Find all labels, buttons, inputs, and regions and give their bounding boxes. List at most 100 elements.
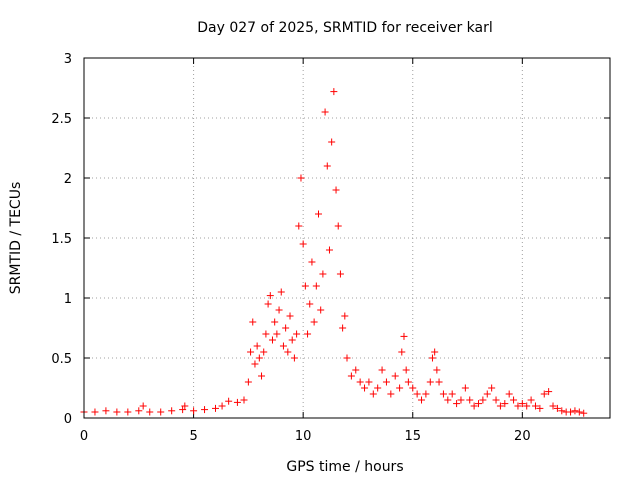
data-point <box>315 210 323 218</box>
data-point <box>404 378 412 386</box>
data-point <box>91 408 99 416</box>
data-point <box>323 162 331 170</box>
data-point <box>378 366 386 374</box>
y-tick-label: 2 <box>64 172 72 187</box>
data-point <box>328 138 336 146</box>
data-point <box>288 336 296 344</box>
data-point <box>433 366 441 374</box>
data-point <box>179 406 187 414</box>
data-point <box>391 372 399 380</box>
y-tick-label: 3 <box>64 52 72 67</box>
x-tick-label: 15 <box>404 429 421 444</box>
data-point <box>284 348 292 356</box>
data-point <box>325 246 333 254</box>
data-point <box>402 366 410 374</box>
data-point <box>317 306 325 314</box>
data-point <box>253 342 261 350</box>
data-point <box>295 222 303 230</box>
data-point <box>255 354 263 362</box>
data-point <box>575 408 583 416</box>
data-point <box>453 400 461 408</box>
data-point <box>304 330 312 338</box>
data-point <box>387 390 395 398</box>
data-point <box>332 186 340 194</box>
data-point <box>321 108 329 116</box>
data-point <box>488 384 496 392</box>
data-point <box>496 402 504 410</box>
data-point <box>268 336 276 344</box>
data-point <box>444 396 452 404</box>
data-point <box>365 378 373 386</box>
data-point <box>157 408 165 416</box>
data-point <box>168 407 176 415</box>
data-point <box>190 407 198 415</box>
data-point <box>374 384 382 392</box>
x-tick-label: 0 <box>80 429 88 444</box>
data-point <box>356 378 364 386</box>
data-point <box>249 318 257 326</box>
grid-lines <box>84 58 610 418</box>
data-point <box>212 404 219 412</box>
data-point <box>439 390 447 398</box>
data-point <box>297 174 305 182</box>
data-point <box>273 330 281 338</box>
data-point <box>301 282 309 290</box>
data-point <box>225 397 233 405</box>
axis-ticks <box>83 57 610 419</box>
data-point <box>266 292 274 300</box>
data-point <box>382 378 390 386</box>
data-point <box>124 408 132 416</box>
data-point <box>501 400 509 408</box>
data-point <box>308 258 316 266</box>
data-point <box>461 384 469 392</box>
data-point <box>510 396 518 404</box>
data-point <box>435 378 443 386</box>
data-point <box>293 330 301 338</box>
data-point <box>260 348 268 356</box>
data-point <box>409 384 417 392</box>
data-point <box>306 300 314 308</box>
data-point <box>398 348 406 356</box>
data-point <box>336 270 344 278</box>
data-point <box>251 360 259 368</box>
data-point <box>135 407 143 415</box>
data-point <box>558 407 566 415</box>
data-point <box>233 398 241 406</box>
data-point <box>369 390 377 398</box>
data-point <box>400 332 408 340</box>
data-point <box>312 282 320 290</box>
data-point <box>527 396 535 404</box>
data-point <box>330 88 338 96</box>
y-tick-labels: 0 0.5 1 1.5 2 2.5 3 <box>51 52 72 427</box>
data-point <box>279 342 287 350</box>
data-point <box>139 402 147 410</box>
data-point <box>334 222 342 230</box>
data-point <box>536 404 544 412</box>
data-point <box>290 354 298 362</box>
data-point <box>567 408 575 416</box>
data-point <box>299 240 307 248</box>
data-point <box>531 402 539 410</box>
y-tick-label: 0.5 <box>51 352 72 367</box>
data-point <box>545 388 553 396</box>
data-point <box>518 400 526 408</box>
data-point <box>492 396 500 404</box>
chart-title: Day 027 of 2025, SRMTID for receiver kar… <box>197 20 493 36</box>
plot-frame <box>83 57 611 419</box>
data-point <box>413 390 421 398</box>
data-point <box>428 354 436 362</box>
data-point <box>571 407 579 415</box>
data-point <box>553 404 561 412</box>
data-point <box>475 400 482 408</box>
data-point <box>282 324 290 332</box>
data-point <box>549 402 557 410</box>
x-tick-label: 10 <box>295 429 312 444</box>
data-point <box>201 406 209 414</box>
data-point <box>341 312 349 320</box>
data-point <box>431 348 439 356</box>
data-point <box>113 408 121 416</box>
data-point <box>523 402 531 410</box>
data-point <box>514 402 522 410</box>
data-point <box>181 402 189 410</box>
data-point <box>361 384 369 392</box>
